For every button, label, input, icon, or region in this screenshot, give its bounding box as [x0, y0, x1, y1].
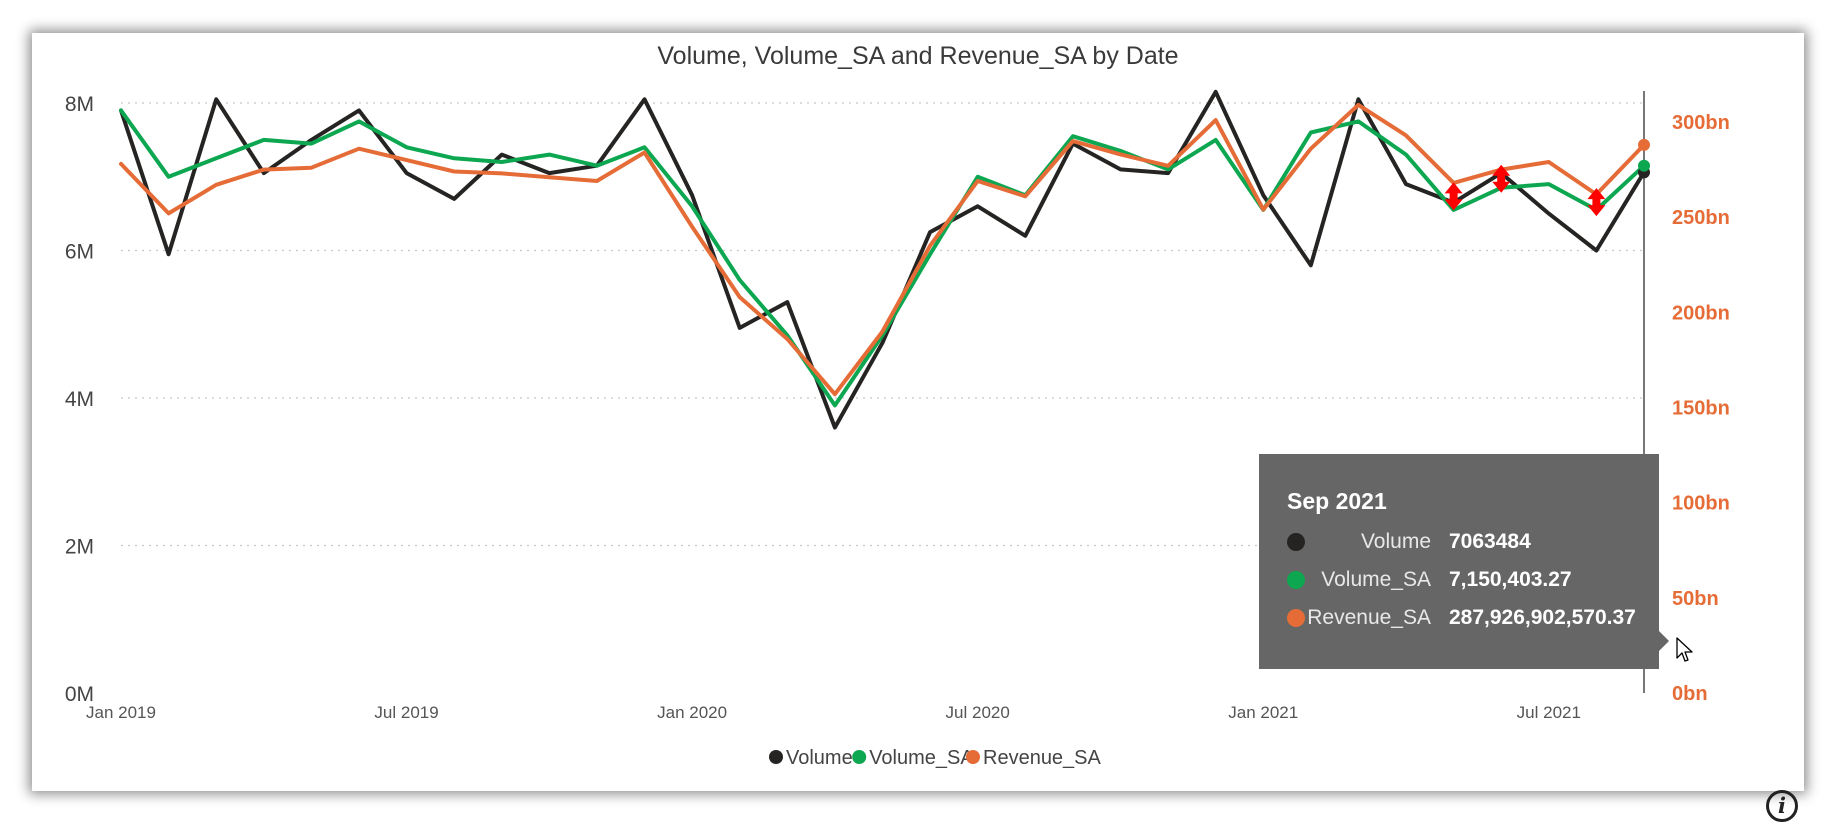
x-tick-label: Jul 2020: [946, 703, 1010, 722]
y-left-tick-label: 8M: [65, 93, 94, 116]
y-right-tick-label: 300bn: [1672, 112, 1730, 134]
tooltip-value-volume-sa: 7,150,403.27: [1449, 568, 1572, 591]
tooltip-label-volume-sa: Volume_SA: [1321, 568, 1431, 591]
x-tick-label: Jul 2019: [374, 703, 438, 722]
tooltip-dot-volume: [1287, 533, 1305, 551]
x-tick-label: Jul 2021: [1517, 703, 1581, 722]
hover-point-volume-sa: [1638, 159, 1650, 172]
red-double-arrow-icon: [1444, 182, 1463, 211]
tooltip-row-revenue-sa: Revenue_SA 287,926,902,570.37: [1259, 603, 1659, 633]
y-left-tick-label: 0M: [65, 683, 94, 706]
chart-title: Volume, Volume_SA and Revenue_SA by Date: [657, 42, 1178, 70]
info-icon[interactable]: i: [1766, 790, 1798, 822]
y-right-tick-label: 250bn: [1672, 207, 1730, 229]
red-double-arrow-icon: [1587, 188, 1606, 217]
y-right-tick-label: 50bn: [1672, 588, 1719, 610]
red-double-arrow-icon: [1492, 164, 1511, 193]
tooltip-label-revenue-sa: Revenue_SA: [1307, 606, 1431, 629]
series-line-volume-sa: [119, 108, 1646, 408]
legend-label-volume-sa: Volume_SA: [869, 747, 974, 769]
tooltip-label-volume: Volume: [1360, 530, 1431, 553]
x-tick-label: Jan 2019: [86, 703, 156, 722]
legend-marker-volume: [769, 750, 783, 764]
red-double-arrow-shape: [1492, 164, 1511, 193]
y-left-tick-label: 6M: [65, 241, 94, 264]
y-left-tick-label: 2M: [65, 536, 94, 559]
tooltip-row-volume: Volume 7063484: [1259, 527, 1659, 557]
x-tick-label: Jan 2020: [657, 703, 727, 722]
chart-tooltip: Sep 2021 Volume 7063484 Volume_SA 7,150,…: [1259, 454, 1669, 669]
hover-point-revenue-sa: [1638, 138, 1650, 151]
tooltip-row-volume-sa: Volume_SA 7,150,403.27: [1259, 565, 1659, 595]
red-double-arrow-shape: [1444, 182, 1463, 211]
series-line-revenue-sa: [119, 102, 1646, 397]
y-right-tick-label: 100bn: [1672, 493, 1730, 515]
y-left-tick-label: 4M: [65, 388, 94, 411]
y-right-tick-label: 150bn: [1672, 398, 1730, 420]
x-tick-label: Jan 2021: [1228, 703, 1298, 722]
tooltip-dot-revenue-sa: [1287, 609, 1305, 627]
tooltip-value-volume: 7063484: [1449, 530, 1531, 553]
mouse-cursor-icon: [1676, 637, 1693, 662]
tooltip-date: Sep 2021: [1287, 488, 1387, 514]
tooltip-dot-volume-sa: [1287, 571, 1305, 589]
y-right-tick-label: 200bn: [1672, 302, 1730, 324]
y-right-tick-label: 0bn: [1672, 683, 1708, 705]
legend-marker-volume-sa: [852, 750, 867, 764]
legend-marker-revenue-sa: [966, 750, 980, 764]
tooltip-value-revenue-sa: 287,926,902,570.37: [1449, 606, 1636, 629]
line-chart[interactable]: Volume, Volume_SA and Revenue_SA by Date…: [32, 33, 1804, 791]
legend-label-volume: Volume: [786, 747, 853, 769]
chart-card: Volume, Volume_SA and Revenue_SA by Date…: [32, 33, 1804, 822]
legend-label-revenue-sa: Revenue_SA: [983, 747, 1102, 769]
red-double-arrow-shape: [1587, 188, 1606, 217]
